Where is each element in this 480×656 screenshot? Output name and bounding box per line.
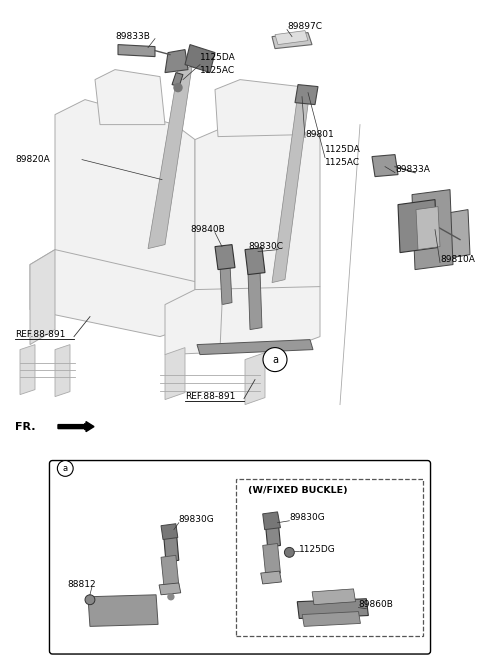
- Polygon shape: [55, 344, 70, 397]
- Polygon shape: [20, 344, 35, 395]
- Text: a: a: [63, 464, 68, 473]
- Polygon shape: [245, 353, 265, 405]
- Text: FR.: FR.: [15, 422, 36, 432]
- FancyBboxPatch shape: [49, 461, 431, 654]
- Polygon shape: [263, 543, 280, 575]
- Text: 89840B: 89840B: [190, 225, 225, 234]
- Text: 88812: 88812: [67, 581, 96, 590]
- Polygon shape: [30, 249, 55, 344]
- Text: 89833A: 89833A: [395, 165, 430, 174]
- Circle shape: [168, 594, 174, 600]
- Text: 1125DG: 1125DG: [299, 545, 336, 554]
- Polygon shape: [118, 45, 155, 56]
- Polygon shape: [416, 207, 440, 249]
- Text: REF.88-891: REF.88-891: [185, 392, 235, 401]
- Polygon shape: [30, 249, 195, 337]
- Polygon shape: [55, 100, 195, 297]
- Text: 89833B: 89833B: [115, 32, 150, 41]
- Polygon shape: [248, 270, 262, 329]
- Polygon shape: [161, 556, 179, 587]
- Polygon shape: [372, 155, 398, 176]
- Polygon shape: [263, 512, 280, 529]
- Circle shape: [85, 595, 95, 605]
- Text: 89897C: 89897C: [287, 22, 322, 31]
- Polygon shape: [261, 571, 281, 584]
- Polygon shape: [438, 210, 470, 260]
- Polygon shape: [297, 599, 368, 619]
- Polygon shape: [148, 67, 192, 249]
- Polygon shape: [165, 348, 185, 400]
- Text: a: a: [272, 355, 278, 365]
- Polygon shape: [163, 525, 179, 562]
- Polygon shape: [220, 264, 232, 304]
- Polygon shape: [264, 514, 280, 547]
- Polygon shape: [161, 523, 178, 539]
- Polygon shape: [165, 287, 320, 355]
- Polygon shape: [195, 125, 320, 300]
- Text: 89860B: 89860B: [359, 600, 393, 609]
- Polygon shape: [275, 31, 308, 45]
- Text: 1125DA: 1125DA: [200, 53, 236, 62]
- Polygon shape: [88, 595, 158, 626]
- Polygon shape: [312, 589, 356, 605]
- Circle shape: [58, 461, 73, 476]
- Text: 89801: 89801: [305, 130, 334, 139]
- Polygon shape: [95, 70, 165, 125]
- Polygon shape: [159, 583, 181, 595]
- Text: 1125DA: 1125DA: [325, 145, 361, 154]
- Polygon shape: [272, 33, 312, 49]
- Text: 89820A: 89820A: [15, 155, 50, 164]
- FancyArrow shape: [58, 422, 94, 432]
- Text: 1125AC: 1125AC: [200, 66, 235, 75]
- Polygon shape: [197, 340, 313, 355]
- Polygon shape: [215, 245, 235, 270]
- Polygon shape: [302, 611, 360, 626]
- Text: 89830G: 89830G: [179, 515, 215, 524]
- Text: (W/FIXED BUCKLE): (W/FIXED BUCKLE): [248, 485, 348, 495]
- Circle shape: [174, 83, 182, 92]
- Circle shape: [263, 348, 287, 371]
- Polygon shape: [245, 247, 265, 275]
- Polygon shape: [215, 79, 305, 136]
- Text: 89830C: 89830C: [248, 242, 283, 251]
- Polygon shape: [398, 199, 437, 253]
- Text: 89830G: 89830G: [289, 513, 325, 522]
- Text: 1125AC: 1125AC: [325, 158, 360, 167]
- Polygon shape: [165, 50, 188, 73]
- Polygon shape: [185, 45, 215, 73]
- Polygon shape: [295, 85, 318, 104]
- Text: 89810A: 89810A: [440, 255, 475, 264]
- Polygon shape: [412, 190, 453, 270]
- Polygon shape: [272, 90, 310, 283]
- Polygon shape: [172, 73, 183, 87]
- Circle shape: [285, 547, 294, 558]
- Text: REF.88-891: REF.88-891: [15, 330, 65, 339]
